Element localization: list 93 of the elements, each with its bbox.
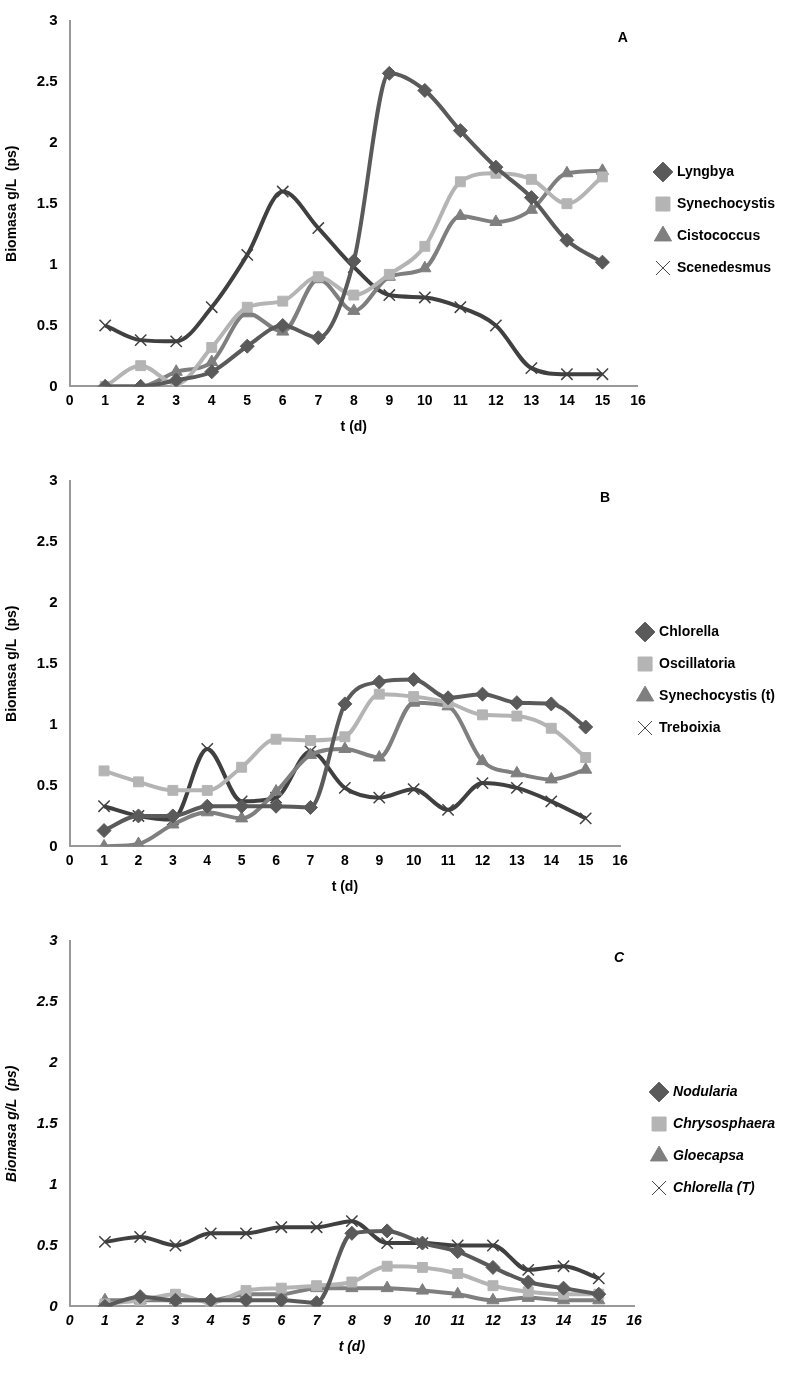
legend-label: Chlorella: [659, 622, 720, 639]
x-tick-label: 4: [207, 391, 216, 408]
x-tick-label: 10: [414, 1311, 431, 1328]
x-tick-label: 15: [577, 851, 594, 868]
x-tick-label: 8: [349, 391, 358, 408]
y-tick-label: 1.5: [36, 193, 58, 211]
y-tick-label: 0: [49, 376, 58, 394]
legend-label: Chlorella (T): [673, 1178, 756, 1195]
y-tick-label: 1: [49, 1174, 58, 1192]
x-tick-label: 5: [243, 391, 252, 408]
x-tick-label: 14: [559, 391, 575, 408]
x-tick-label: 12: [488, 391, 504, 408]
x-tick-label: 11: [440, 851, 456, 868]
x-tick-label: 11: [452, 391, 468, 408]
text: C: [613, 948, 625, 965]
x-tick-label: 7: [314, 391, 323, 408]
x-tick-label: 0: [65, 1311, 74, 1328]
y-axis-title: Biomasa g/L (ps): [3, 145, 20, 262]
x-tick-label: 6: [272, 851, 281, 868]
legend-label: Synechocystis: [676, 194, 776, 211]
x-tick-label: 1: [101, 1311, 110, 1328]
x-tick-label: 2: [136, 391, 145, 408]
x-tick-label: 8: [340, 851, 349, 868]
x-tick-label: 7: [306, 851, 315, 868]
y-tick-label: 1: [49, 254, 58, 272]
x-tick-label: 12: [474, 851, 491, 868]
x-tick-label: 15: [591, 1311, 607, 1328]
x-tick-label: 4: [203, 851, 212, 868]
y-tick-label: 1.5: [36, 1113, 59, 1131]
y-tick-label: 3: [49, 931, 59, 949]
x-tick-label: 13: [523, 391, 540, 408]
y-tick-label: 1.5: [36, 653, 58, 671]
x-tick-label: 1: [101, 391, 110, 408]
legend-label: Oscillatoria: [659, 654, 736, 671]
legend-label: Scenedesmus: [676, 258, 772, 275]
y-tick-label: 0: [49, 836, 58, 854]
x-tick-label: 3: [171, 1311, 180, 1328]
x-tick-label: 16: [626, 1311, 643, 1328]
y-tick-label: 1: [49, 714, 58, 732]
legend-label: Treboixia: [659, 718, 721, 735]
legend-label: Synechocystis (t): [659, 686, 776, 703]
x-tick-label: 3: [168, 851, 177, 868]
x-axis-title: t (d): [338, 1338, 366, 1355]
x-tick-label: 5: [242, 1311, 251, 1328]
x-tick-label: 2: [135, 1311, 145, 1328]
x-tick-label: 10: [405, 851, 422, 868]
x-tick-label: 5: [237, 851, 246, 868]
text: B: [599, 488, 611, 505]
x-tick-label: 16: [630, 391, 646, 408]
y-tick-label: 2: [49, 592, 58, 610]
y-tick-label: 3: [49, 471, 58, 489]
legend-label: Chrysosphaera: [673, 1114, 776, 1131]
x-tick-label: 11: [450, 1311, 466, 1328]
x-tick-label: 8: [347, 1311, 356, 1328]
y-axis-title: Biomasa g/L (ps): [3, 605, 20, 722]
y-tick-label: 0: [49, 1296, 59, 1314]
x-tick-label: 15: [594, 391, 611, 408]
x-tick-label: 10: [417, 391, 433, 408]
x-tick-label: 13: [520, 1311, 537, 1328]
y-axis-title: Biomasa g/L (ps): [3, 1065, 20, 1182]
y-tick-label: 2.5: [36, 532, 58, 550]
x-tick-label: 0: [65, 851, 74, 868]
x-axis-title: t (d): [331, 878, 359, 895]
y-tick-label: 0.5: [36, 1235, 59, 1253]
y-tick-label: 2.5: [35, 992, 59, 1010]
y-tick-label: 0.5: [36, 315, 58, 333]
y-tick-label: 2.5: [36, 72, 58, 90]
legend-label: Gloecapsa: [673, 1146, 745, 1163]
y-tick-label: 3: [49, 11, 58, 29]
x-tick-label: 9: [375, 851, 384, 868]
x-tick-label: 0: [65, 391, 74, 408]
x-tick-label: 14: [543, 851, 560, 868]
y-tick-label: 0.5: [36, 775, 58, 793]
x-tick-label: 6: [278, 391, 287, 408]
x-tick-label: 9: [385, 391, 394, 408]
legend-label: Cistococcus: [676, 226, 761, 243]
y-tick-label: 2: [49, 132, 58, 150]
x-tick-label: 6: [277, 1311, 286, 1328]
x-tick-label: 7: [312, 1311, 322, 1328]
x-tick-label: 14: [555, 1311, 572, 1328]
x-tick-label: 9: [383, 1311, 392, 1328]
x-tick-label: 4: [205, 1311, 215, 1328]
x-tick-label: 13: [509, 851, 525, 868]
x-tick-label: 3: [172, 391, 181, 408]
x-axis-title: t (d): [340, 418, 368, 435]
x-tick-label: 2: [134, 851, 143, 868]
legend-label: Lyngbya: [676, 162, 735, 179]
x-tick-label: 12: [485, 1311, 501, 1328]
x-tick-label: 16: [612, 851, 629, 868]
legend-label: Nodularia: [673, 1082, 738, 1099]
text: A: [617, 28, 628, 45]
y-tick-label: 2: [48, 1052, 59, 1070]
x-tick-label: 1: [100, 851, 109, 868]
